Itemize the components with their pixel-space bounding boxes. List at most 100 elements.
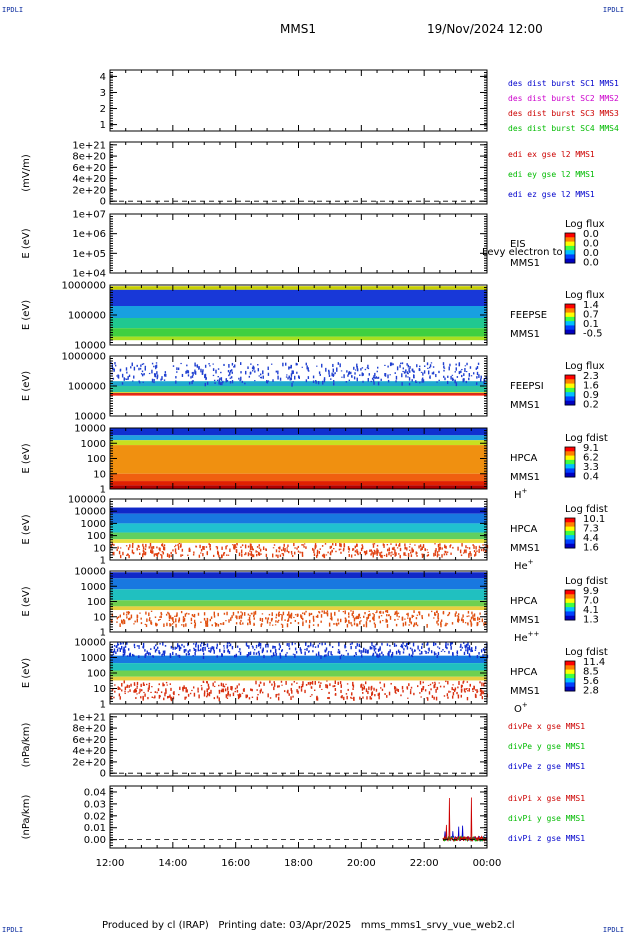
spectrogram-speckle xyxy=(398,553,400,555)
spectrogram-speckle xyxy=(302,617,304,621)
spectrogram-speckle xyxy=(373,381,375,385)
spectrogram-speckle xyxy=(343,547,345,551)
spectrogram-speckle xyxy=(177,367,180,371)
spectrogram-speckle xyxy=(345,650,348,652)
spectrogram-speckle xyxy=(433,552,435,557)
spectrogram-speckle xyxy=(321,688,323,690)
spectrogram-speckle xyxy=(231,380,234,384)
spectrogram-speckle xyxy=(396,610,398,615)
spectrogram-speckle xyxy=(281,624,284,628)
spectrogram-speckle xyxy=(390,543,392,545)
spectrogram-speckle xyxy=(483,682,485,687)
spectrogram-speckle xyxy=(162,551,165,555)
spectrogram-speckle xyxy=(359,617,361,619)
spectrogram-speckle xyxy=(278,612,280,616)
spectrogram-speckle xyxy=(470,553,472,557)
spectrogram-speckle xyxy=(154,553,156,556)
spectrogram-speckle xyxy=(310,612,313,615)
spectrogram-speckle xyxy=(419,680,422,685)
spectrogram-speckle xyxy=(256,546,259,548)
spectrogram-speckle xyxy=(466,547,469,549)
spectrogram-speckle xyxy=(399,547,402,552)
y-axis-label: E (eV) xyxy=(21,228,32,258)
colorbar-swatch xyxy=(565,447,575,452)
spectrogram-speckle xyxy=(196,364,199,368)
spectrogram-speckle xyxy=(373,614,375,618)
spectrogram-speckle xyxy=(194,622,197,627)
spectrogram-speckle xyxy=(320,655,322,659)
spectrogram-speckle xyxy=(138,367,140,371)
spectrogram-speckle xyxy=(365,648,367,653)
spectrogram-speckle xyxy=(308,612,311,617)
colorbar-tick-label: 9.9 xyxy=(583,586,599,597)
spectrogram-speckle xyxy=(123,620,126,625)
spectrogram-band xyxy=(110,289,487,306)
spectrogram-speckle xyxy=(457,618,460,623)
spectrogram-speckle xyxy=(377,649,380,652)
colorbar-tick-label: 1.4 xyxy=(583,300,599,311)
spectrogram-speckle xyxy=(212,368,215,371)
spectrogram-speckle xyxy=(274,624,277,626)
spectrogram-speckle xyxy=(481,696,484,700)
spectrogram-speckle xyxy=(123,680,125,684)
spectrogram-speckle xyxy=(356,366,358,370)
spectrogram-speckle xyxy=(436,551,439,554)
spectrogram-speckle xyxy=(172,549,174,552)
spectrogram-speckle xyxy=(131,544,134,549)
spectrogram-speckle xyxy=(288,375,290,379)
spectrogram-speckle xyxy=(401,685,404,690)
y-tick-label: 100 xyxy=(87,454,106,465)
spectrogram-speckle xyxy=(206,681,208,683)
spectrogram-speckle xyxy=(411,379,413,382)
spectrogram-speckle xyxy=(226,644,228,649)
spectrogram-speckle xyxy=(311,680,314,685)
spectrogram-speckle xyxy=(468,377,470,381)
spectrogram-speckle xyxy=(388,547,390,552)
spectrogram-speckle xyxy=(443,685,445,688)
spectrogram-speckle xyxy=(245,694,247,698)
spectrogram-speckle xyxy=(399,651,401,655)
spectrogram-speckle xyxy=(156,552,159,555)
spectrogram-speckle xyxy=(448,690,450,693)
spectrogram-speckle xyxy=(119,614,122,618)
spectrogram-speckle xyxy=(316,696,318,701)
spectrogram-speckle xyxy=(158,683,160,686)
spectrogram-speckle xyxy=(434,683,436,685)
spectrogram-speckle xyxy=(443,651,446,653)
spectrogram-speckle xyxy=(368,373,371,376)
instrument-label: HPCA xyxy=(510,453,538,464)
spectrogram-speckle xyxy=(141,370,144,373)
spectrogram-speckle xyxy=(116,645,118,648)
spectrogram-speckle xyxy=(178,617,181,622)
spectrogram-speckle xyxy=(242,688,245,692)
y-tick-label: 0.04 xyxy=(84,787,106,798)
spectrogram-speckle xyxy=(384,364,386,366)
spectrogram-speckle xyxy=(326,684,329,689)
spectrogram-band xyxy=(110,532,487,540)
spectrogram-speckle xyxy=(191,375,194,378)
spectrogram-speckle xyxy=(449,642,452,646)
colorbar-tick-label: 4.1 xyxy=(583,605,599,616)
spectrogram-band xyxy=(110,386,487,392)
spectrogram-speckle xyxy=(348,553,350,557)
y-tick-label: 0.02 xyxy=(84,811,106,822)
spectrogram-speckle xyxy=(439,548,441,550)
spectrogram-speckle xyxy=(228,619,230,623)
spectrogram-speckle xyxy=(485,643,487,645)
spectrogram-speckle xyxy=(406,547,408,551)
spectrogram-speckle xyxy=(284,619,286,621)
spectrogram-speckle xyxy=(252,366,255,369)
spectrogram-band xyxy=(110,523,487,533)
spectrogram-speckle xyxy=(323,654,326,658)
spectrogram-speckle xyxy=(309,613,312,615)
spectrogram-speckle xyxy=(286,547,288,549)
spectrogram-speckle xyxy=(484,621,487,626)
spectrogram-speckle xyxy=(291,683,293,686)
spectrogram-speckle xyxy=(222,380,224,384)
spectrogram-speckle xyxy=(480,692,482,696)
spectrogram-speckle xyxy=(115,651,117,655)
spectrogram-speckle xyxy=(217,623,220,627)
spectrogram-speckle xyxy=(258,643,261,647)
spectrogram-speckle xyxy=(408,546,411,548)
